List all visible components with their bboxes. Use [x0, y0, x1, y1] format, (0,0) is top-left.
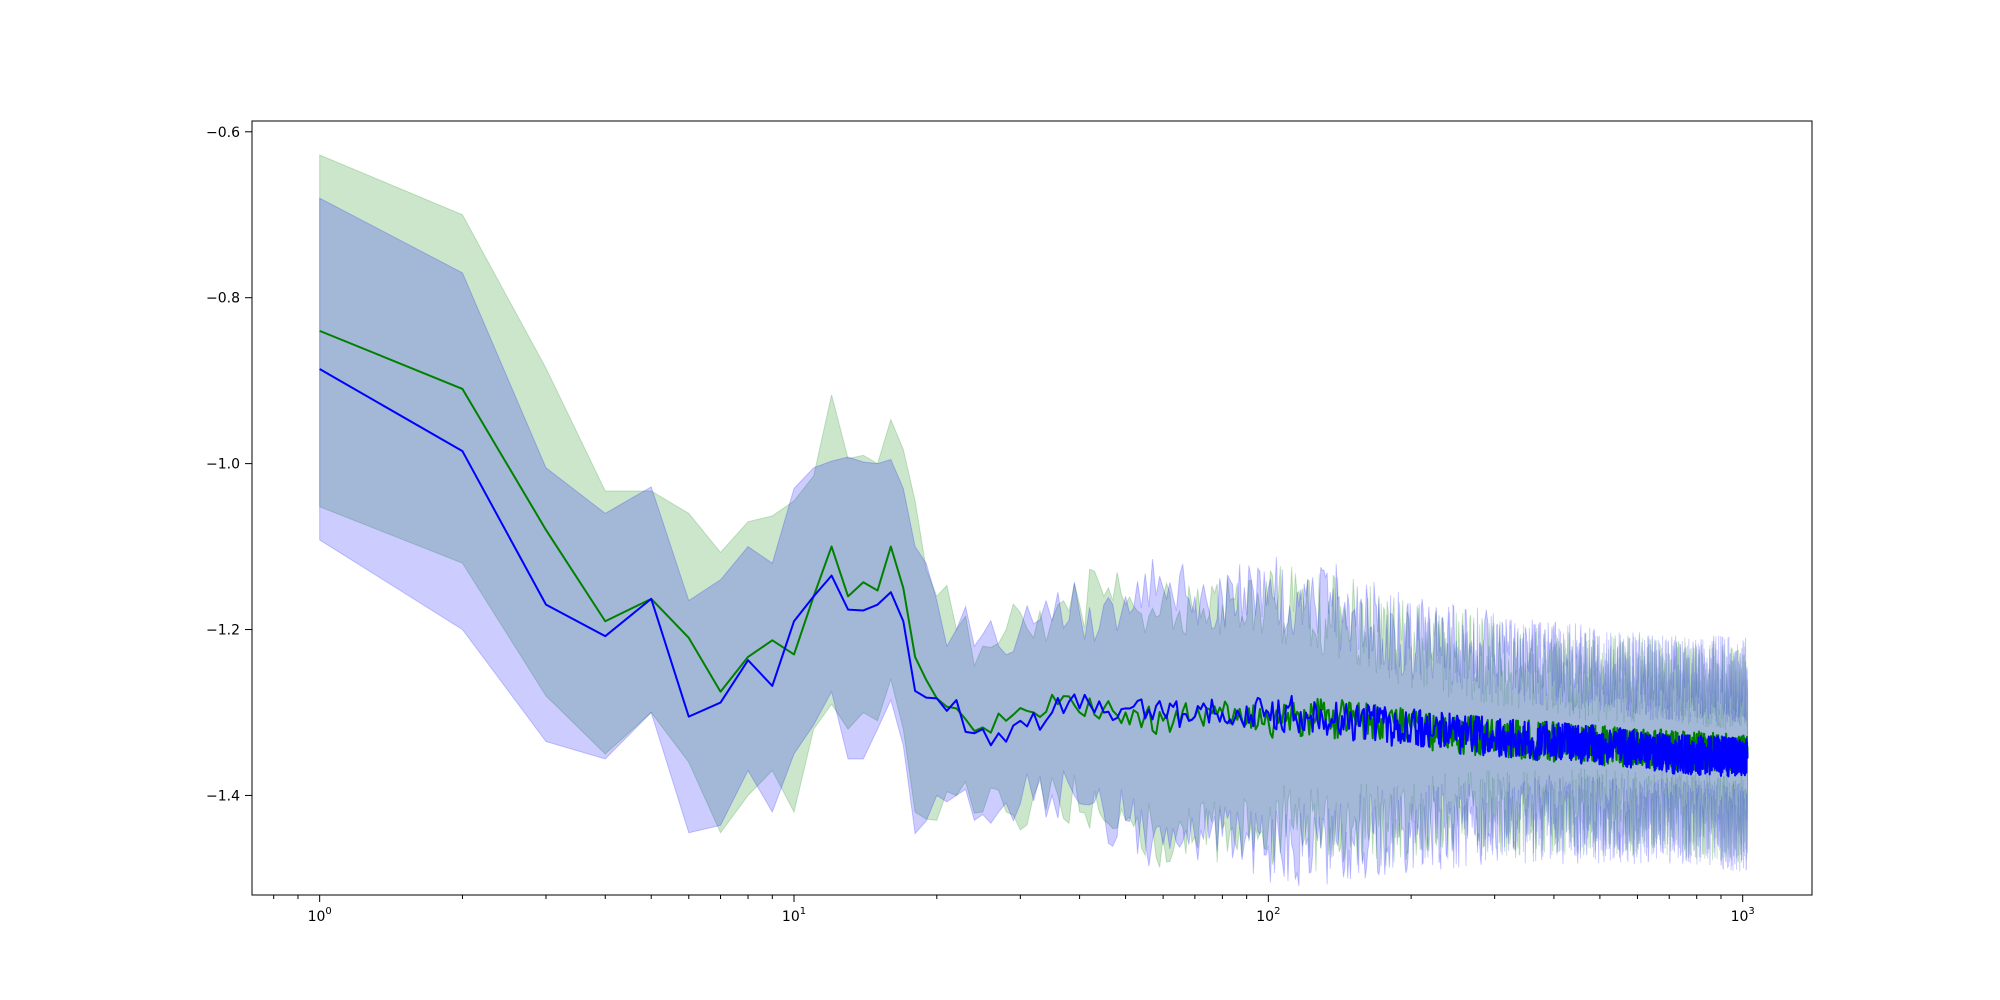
y-tick-label: −0.8 — [206, 291, 240, 307]
plot-frame — [251, 120, 1813, 896]
confidence-bands — [319, 154, 1749, 887]
x-tick-label: 100 — [308, 906, 332, 925]
x-tick-label: 101 — [782, 906, 806, 925]
y-tick-label: −1.0 — [206, 457, 240, 473]
y-tick-label: −1.2 — [206, 623, 240, 639]
y-tick-label: −1.4 — [206, 788, 240, 804]
x-tick-label: 103 — [1731, 906, 1755, 925]
x-tick-label: 102 — [1256, 906, 1280, 925]
series-1-band — [319, 154, 1749, 872]
y-tick-label: −0.6 — [206, 125, 240, 141]
series-2-band — [319, 197, 1749, 887]
y-axis: −0.6 −0.8 −1.0 −1.2 −1.4 — [206, 125, 252, 804]
series-lines — [319, 329, 1749, 778]
series-2-line — [319, 368, 1749, 778]
x-axis: 100 101 102 103 — [273, 895, 1755, 925]
